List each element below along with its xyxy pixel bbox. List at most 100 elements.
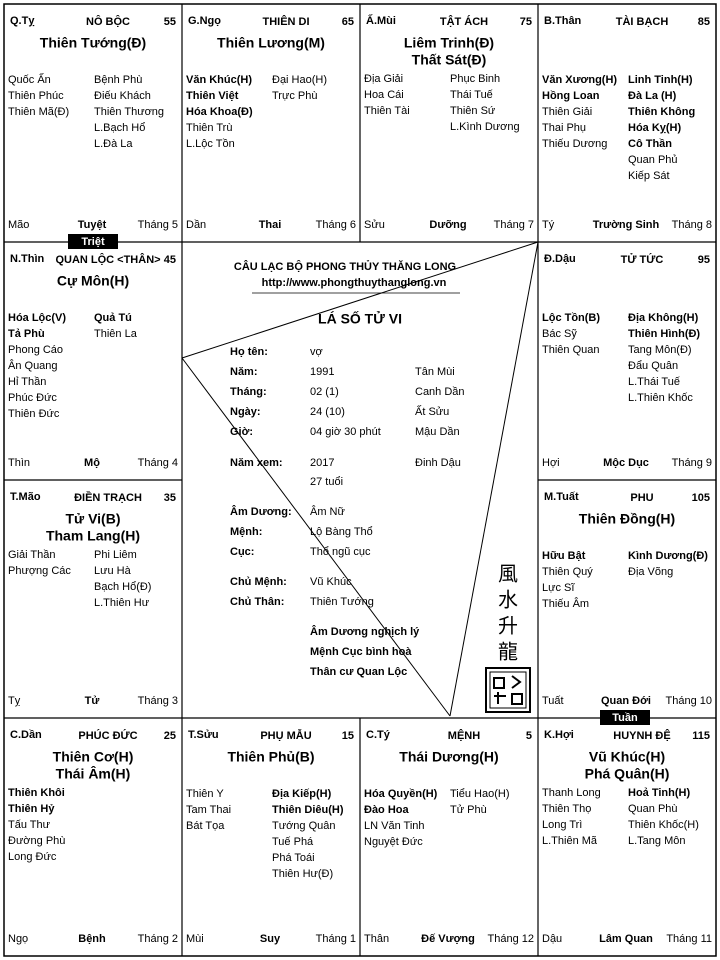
star: Bác Sỹ — [542, 328, 577, 340]
phase: Bệnh — [78, 933, 106, 945]
info-note: 27 tuổi — [310, 476, 343, 488]
star: L.Thái Tuế — [628, 376, 680, 388]
can-chi: Ấ.Mùi — [366, 14, 396, 27]
star: L.Lộc Tồn — [186, 138, 235, 150]
can-chi: N.Thìn — [10, 253, 44, 265]
can-chi: B.Thân — [544, 15, 582, 27]
phase: Thai — [259, 219, 282, 231]
star: Phúc Đức — [8, 392, 57, 404]
palace-number: 75 — [520, 16, 532, 28]
info-value: Mậu Dần — [415, 426, 460, 438]
star-bold: Hóa Khoa(Đ) — [186, 106, 253, 118]
info-value: Ất Sửu — [415, 405, 449, 418]
star: L.Thiên Mã — [542, 835, 598, 847]
phase: Mộc Dục — [603, 457, 649, 469]
main-star: Cự Môn(H) — [57, 273, 129, 289]
branch: Tý — [542, 219, 555, 231]
info-label: Họ tên: — [230, 346, 268, 358]
star: Lực Sĩ — [542, 582, 575, 594]
star: Thiên Đức — [8, 408, 60, 420]
star: Thiên Giải — [542, 106, 592, 118]
month: Tháng 5 — [138, 219, 178, 231]
month: Tháng 4 — [138, 457, 178, 469]
palace-number: 95 — [698, 254, 710, 266]
palace-number: 25 — [164, 730, 176, 742]
palace-name: THIÊN DI — [262, 15, 309, 28]
info-value: Âm Nữ — [310, 505, 346, 518]
info-label: Mệnh: — [230, 526, 262, 538]
star-bold: Cô Thần — [628, 138, 672, 150]
star: Tang Môn(Đ) — [628, 344, 692, 356]
star: Long Trì — [542, 819, 582, 831]
star-bold: Địa Kiếp(H) — [272, 788, 332, 800]
main-star: Thái Âm(H) — [56, 765, 131, 782]
main-star: Thất Sát(Đ) — [412, 52, 487, 68]
info-value: Thiên Tướng — [310, 596, 374, 608]
badge-label: Tuần — [612, 712, 638, 724]
palace-name: HUYNH ĐỆ — [613, 729, 670, 742]
can-chi: Đ.Dậu — [544, 253, 576, 265]
phase: Suy — [260, 933, 281, 945]
main-star: Thiên Lương(M) — [217, 35, 325, 51]
palace-name: TÀI BẠCH — [616, 15, 669, 28]
info-label: Tháng: — [230, 386, 267, 398]
palace-name: PHU — [630, 492, 653, 504]
star-bold: Hoả Tinh(H) — [628, 787, 690, 799]
phase: Dưỡng — [429, 219, 466, 231]
info-label: Giờ: — [230, 426, 253, 438]
star-bold: Lộc Tồn(B) — [542, 312, 600, 324]
star: Điếu Khách — [94, 90, 151, 102]
star-bold: Kình Dương(Đ) — [628, 550, 708, 562]
phase: Mộ — [84, 457, 100, 469]
info-label: Chủ Thân: — [230, 596, 284, 608]
club-url[interactable]: http://www.phongthuythanglong.vn — [262, 277, 447, 289]
star: L.Thiên Khốc — [628, 392, 693, 404]
star: Long Đức — [8, 851, 57, 863]
info-value: 1991 — [310, 366, 334, 378]
branch: Thân — [364, 933, 389, 945]
star-bold: Hồng Loan — [542, 90, 600, 102]
info-label: Năm: — [230, 366, 258, 378]
star: Thiên Sứ — [450, 105, 496, 117]
seal — [485, 667, 531, 713]
star: Thiên Mã(Đ) — [8, 106, 69, 118]
badge-label: Triệt — [81, 236, 105, 248]
triangle — [181, 241, 539, 717]
palace-number: 55 — [164, 16, 176, 28]
star: Đại Hao(H) — [272, 74, 327, 86]
info-value: 02 (1) — [310, 386, 339, 398]
star: Thiên Phúc — [8, 90, 64, 102]
palace-number: 5 — [526, 730, 532, 742]
chart-title: LÁ SỐ TỬ VI — [318, 310, 402, 327]
star: L.Kình Dương — [450, 121, 520, 133]
info-label: Năm xem: — [230, 457, 283, 469]
star: Thanh Long — [542, 787, 601, 799]
main-star: Phá Quân(H) — [585, 766, 670, 782]
star: Nguyệt Đức — [364, 836, 423, 848]
month: Tháng 9 — [672, 457, 712, 469]
star: Tam Thai — [186, 804, 231, 816]
info-value: 04 giờ 30 phút — [310, 426, 381, 438]
palace-number: 115 — [692, 730, 710, 742]
main-star: Thiên Cơ(H) — [53, 749, 134, 765]
palace-name: NÔ BỘC — [86, 15, 130, 28]
star: L.Đà La — [94, 138, 133, 150]
info-label: Âm Dương: — [230, 505, 292, 518]
phase: Tử — [85, 695, 100, 707]
star-bold: Linh Tinh(H) — [628, 74, 693, 86]
branch: Tuất — [542, 695, 564, 707]
info-value: 2017 — [310, 457, 334, 469]
month: Tháng 7 — [494, 219, 534, 231]
club-name: CÂU LẠC BỘ PHONG THỦY THĂNG LONG — [234, 260, 456, 273]
badge — [68, 234, 118, 249]
branch: Mùi — [186, 933, 204, 945]
calligraphy: 水 — [498, 588, 518, 612]
remark: Thân cư Quan Lộc — [310, 666, 407, 678]
branch: Dậu — [542, 933, 562, 945]
star: Thiên Y — [186, 788, 224, 800]
star-bold: Tả Phù — [8, 328, 45, 340]
palace-number: 35 — [164, 492, 176, 504]
star: L.Tang Môn — [628, 835, 685, 847]
main-star: Thiên Tướng(Đ) — [40, 35, 146, 51]
